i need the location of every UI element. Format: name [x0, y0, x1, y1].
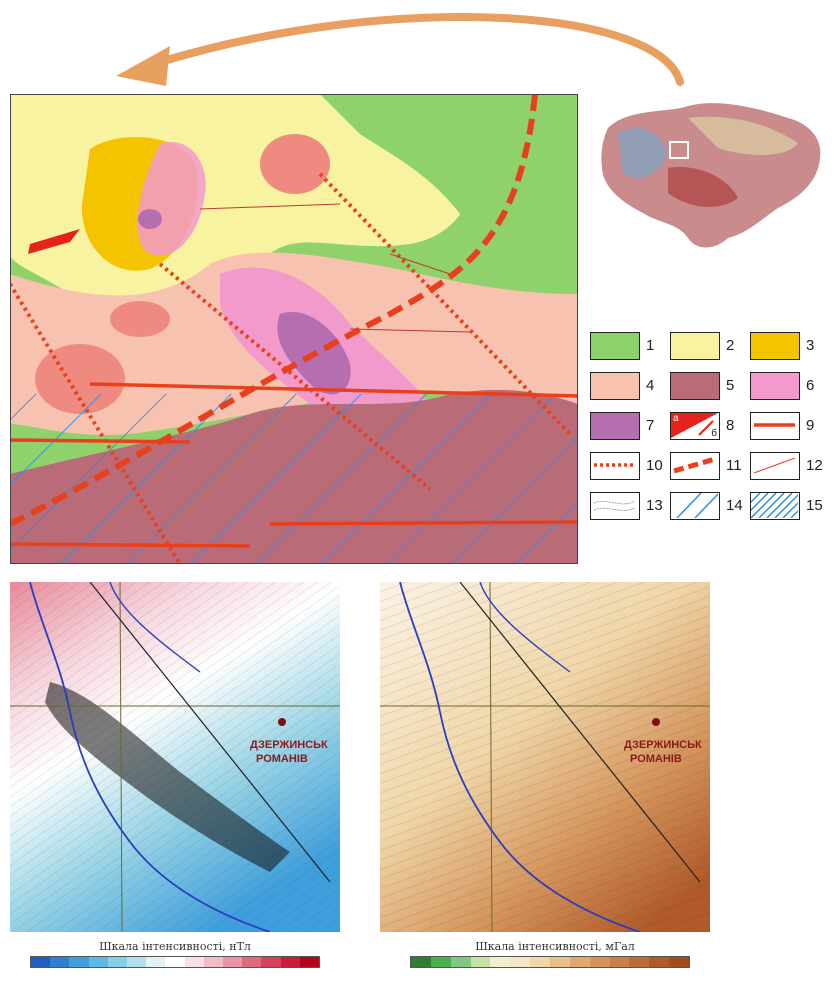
magnetic-scale-swatch — [146, 957, 166, 967]
inset-location-box — [669, 141, 689, 159]
magnetic-scale-swatch — [261, 957, 281, 967]
gravity-scale-swatch — [589, 957, 610, 967]
river — [29, 582, 271, 932]
fault-solid-3 — [269, 520, 578, 526]
magnetic-scale-swatch — [242, 957, 262, 967]
magnetic-scale-swatch — [203, 957, 224, 967]
pointer-arrow — [116, 12, 684, 86]
magnetic-scale-swatch — [31, 957, 51, 967]
legend-number-6: 6 — [806, 377, 815, 394]
gravity-scale-swatch — [550, 957, 570, 967]
fault-dashed — [10, 94, 538, 527]
gravity-scale-swatch — [450, 957, 471, 967]
legend-number-4: 4 — [646, 377, 655, 394]
town-marker — [278, 718, 286, 726]
fault-dotted-1 — [10, 282, 182, 564]
magnetic-scale-swatch — [184, 957, 204, 967]
ukraine-inset-map — [601, 103, 821, 248]
gravity-scale-swatch — [510, 957, 531, 967]
legend-number-1: 1 — [646, 337, 655, 354]
gravity-scale-title: Шкала інтенсивності, мГал — [475, 940, 635, 953]
legend-number-10: 10 — [646, 457, 663, 474]
legend-swatch-10 — [590, 452, 640, 480]
magnetic-scale-swatch — [165, 957, 185, 967]
gravity-scale-swatch — [609, 957, 630, 967]
magnetic-scale-title: Шкала інтенсивності, нТл — [99, 940, 251, 953]
legend-swatch-14 — [670, 492, 720, 520]
magnetic-scale-swatch — [107, 957, 128, 967]
fault-solid-1 — [89, 382, 578, 398]
legend-swatch-2 — [670, 332, 720, 360]
magnetic-scale-swatch — [50, 957, 70, 967]
magnetic-color-scale — [30, 956, 320, 968]
fault-thin-2 — [349, 328, 471, 333]
magnetic-scale-swatch — [299, 957, 320, 967]
legend-number-9: 9 — [806, 417, 815, 434]
legend-number-12: 12 — [806, 457, 823, 474]
gravity-scale-swatch — [470, 957, 491, 967]
fault-solid-4 — [10, 542, 251, 548]
legend-number-5: 5 — [726, 377, 735, 394]
zone-4-blob-w — [110, 301, 170, 337]
legend-number-11: 11 — [726, 457, 742, 474]
magnetic-anomaly-cluster — [45, 682, 290, 872]
river — [399, 582, 641, 932]
town-label-line2: РОМАНІВ — [256, 753, 308, 765]
town-label-line1: ДЗЕРЖИНСЬК — [624, 739, 702, 751]
legend-number-14: 14 — [726, 497, 743, 514]
gravity-scale-swatch — [490, 957, 511, 967]
zone-4-blob-ne — [260, 134, 330, 194]
legend-swatch-12 — [750, 452, 800, 480]
legend-swatch-1 — [590, 332, 640, 360]
fault-thin-1 — [199, 203, 341, 210]
legend-swatch-7 — [590, 412, 640, 440]
gravity-scale-swatch — [430, 957, 451, 967]
geology-map — [10, 94, 578, 564]
legend-swatch-15 — [750, 492, 800, 520]
magnetic-scale-swatch — [69, 957, 89, 967]
town-label-line1: ДЗЕРЖИНСЬК — [250, 739, 328, 751]
legend-swatch-4 — [590, 372, 640, 400]
legend-swatch-5 — [670, 372, 720, 400]
fault-thin-3 — [389, 253, 451, 275]
legend-sub-a: а — [673, 413, 679, 424]
zone-8-red — [28, 229, 80, 254]
fault-solid-2 — [10, 438, 191, 444]
legend-number-13: 13 — [646, 497, 663, 514]
gravity-field-map: ДЗЕРЖИНСЬК РОМАНІВ — [380, 582, 710, 932]
gravity-scale-swatch — [411, 957, 431, 967]
zone-15-hatch — [10, 394, 578, 564]
magnetic-scale-swatch — [127, 957, 147, 967]
magnetic-scale-swatch — [223, 957, 243, 967]
legend-swatch-3 — [750, 332, 800, 360]
legend-number-7: 7 — [646, 417, 655, 434]
gravity-color-scale — [410, 956, 690, 968]
gravity-scale-swatch — [629, 957, 650, 967]
gravity-scale-swatch — [530, 957, 551, 967]
magnetic-scale-swatch — [280, 957, 300, 967]
town-marker — [652, 718, 660, 726]
river-tributary — [479, 582, 571, 673]
zone-7-blob — [138, 209, 162, 229]
town-label-line2: РОМАНІВ — [630, 753, 682, 765]
magnetic-scale-swatch — [88, 957, 108, 967]
legend-number-3: 3 — [806, 337, 815, 354]
legend-swatch-9 — [750, 412, 800, 440]
gravity-scale-swatch — [649, 957, 670, 967]
fault-dotted-2 — [158, 262, 432, 491]
legend-number-2: 2 — [726, 337, 735, 354]
zone-1-green-north — [320, 94, 578, 240]
magnetic-field-map: ДЗЕРЖИНСЬК РОМАНІВ — [10, 582, 340, 932]
legend-sub-b: б — [711, 428, 717, 439]
legend-number-8: 8 — [726, 417, 735, 434]
legend-swatch-11 — [670, 452, 720, 480]
legend-swatch-6 — [750, 372, 800, 400]
gravity-scale-swatch — [569, 957, 590, 967]
river-tributary — [109, 582, 201, 673]
legend-number-15: 15 — [806, 497, 823, 514]
legend-swatch-13 — [590, 492, 640, 520]
map-legend: 1 2 3 4 5 6 7 а б 8 9 10 11 12 13 14 15 — [590, 332, 830, 572]
gravity-scale-swatch — [669, 957, 690, 967]
